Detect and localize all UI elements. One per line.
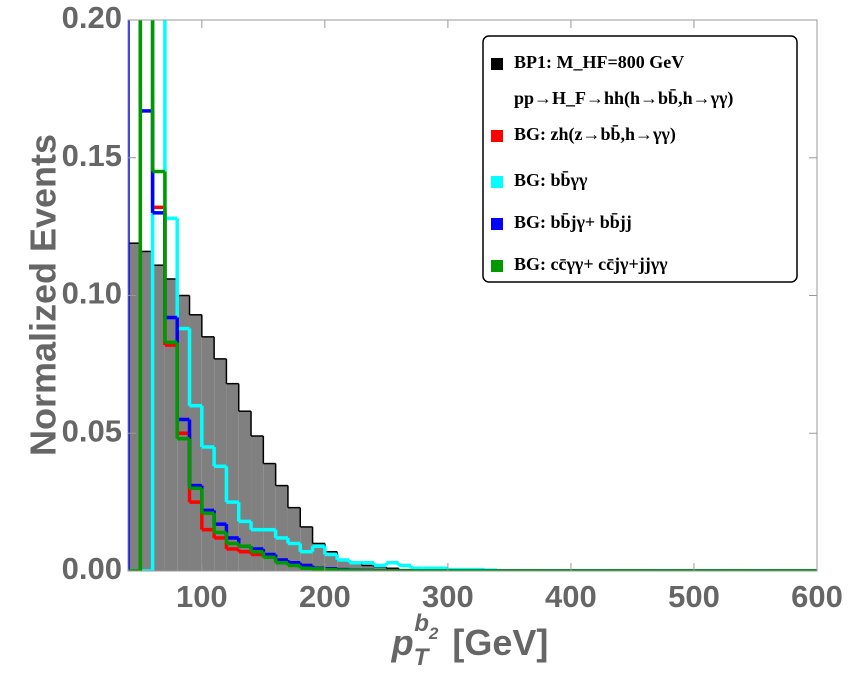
bar [238,411,252,571]
bar [128,243,141,571]
legend-swatch [491,130,503,142]
y-tick-label: 0.00 [62,551,122,586]
bar [201,336,215,571]
bar [300,526,313,571]
bar [312,543,325,571]
bar [164,278,178,571]
y-axis-label: Normalized Events [23,134,64,456]
legend-note: pp→H_F→hh(h→bb̄,h→γγ) [514,88,733,110]
bar [226,383,239,571]
bar [140,251,153,571]
bar [337,559,350,571]
legend-swatch [491,58,503,70]
bar [263,463,276,571]
x-tick-label: 300 [422,579,474,614]
x-label-symbol: p [391,622,414,663]
x-tick-label: 400 [545,579,597,614]
legend-label: BG: bb̄γγ [514,170,588,191]
bar [361,565,375,571]
legend: BP1: M_HF=800 GeV pp→H_F→hh(h→bb̄,h→γγ) BG… [482,35,798,283]
x-axis-label: pTb2 [GeV] [391,610,549,671]
x-label-sup-sub: 2 [428,624,439,643]
bar [251,436,264,571]
bar [349,562,362,571]
x-label-sup: b [414,610,429,637]
bar [275,485,288,571]
x-tick-label: 500 [668,579,720,614]
legend-label: BG: zh(z→bb̄,h→γγ) [514,124,676,146]
legend-label: BG: cc̄γγ+ cc̄jγ+jjγγ [514,254,668,274]
bar [287,507,301,571]
x-tick-label: 200 [299,579,351,614]
y-tick-label: 0.05 [62,413,122,448]
y-tick-label: 0.15 [62,138,122,173]
x-tick-label: 600 [791,579,843,614]
bar [189,314,202,571]
x-label-unit: [GeV] [452,622,548,663]
plot-area [128,20,817,571]
x-label-sub: T [414,644,431,671]
legend-swatch [491,260,503,272]
legend-label: BP1: M_HF=800 GeV [514,52,684,72]
legend-label: BG: bb̄jγ+ bb̄jj [514,212,632,233]
legend-swatch [491,218,503,230]
y-tick-label: 0.20 [62,0,122,35]
x-tick-label: 100 [176,579,228,614]
bar [324,551,338,571]
y-tick-label: 0.10 [62,276,122,311]
bar [374,566,387,571]
legend-swatch [491,176,503,188]
legend-box [482,35,798,283]
bar [152,265,165,571]
